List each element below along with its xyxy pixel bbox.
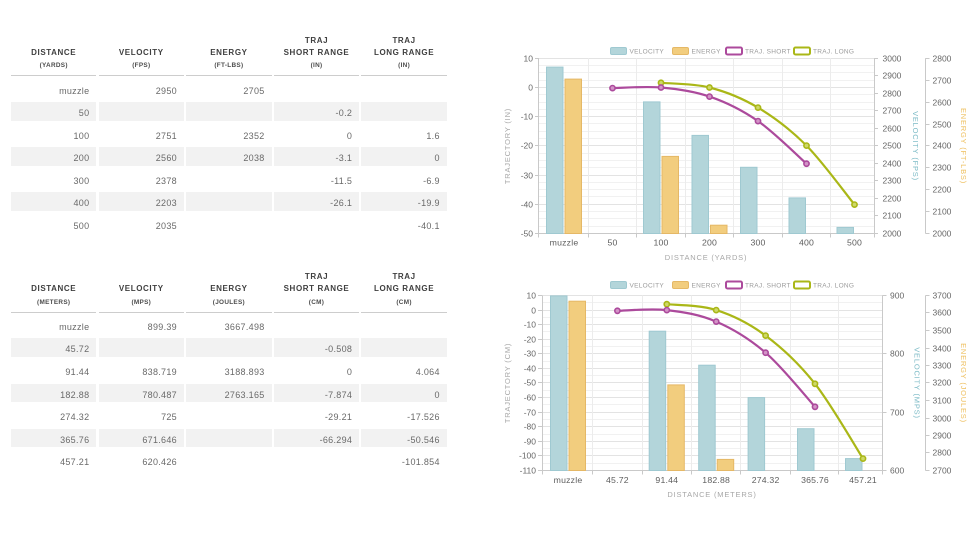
svg-text:VELOCITY (MPS): VELOCITY (MPS) (913, 347, 922, 419)
svg-text:600: 600 (890, 466, 904, 476)
svg-text:-60: -60 (524, 393, 537, 403)
svg-text:TRAJECTORY (CM): TRAJECTORY (CM) (503, 343, 512, 423)
svg-text:-20: -20 (521, 141, 534, 151)
svg-text:TRAJ. SHORT: TRAJ. SHORT (745, 283, 791, 290)
svg-text:500: 500 (847, 238, 862, 248)
svg-text:DISTANCE (YARDS): DISTANCE (YARDS) (665, 253, 748, 262)
svg-text:3300: 3300 (933, 361, 952, 371)
svg-text:TRAJ. LONG: TRAJ. LONG (813, 283, 854, 290)
svg-text:2400: 2400 (883, 159, 902, 169)
svg-text:VELOCITY: VELOCITY (630, 49, 665, 56)
svg-text:2500: 2500 (883, 141, 902, 151)
svg-text:-10: -10 (524, 320, 537, 330)
svg-text:VELOCITY: VELOCITY (630, 283, 665, 290)
svg-text:-100: -100 (519, 451, 536, 461)
svg-text:3700: 3700 (933, 291, 952, 301)
svg-text:TRAJECTORY (IN): TRAJECTORY (IN) (503, 108, 512, 184)
svg-text:3100: 3100 (933, 396, 952, 406)
svg-text:300: 300 (750, 238, 765, 248)
svg-text:2700: 2700 (883, 106, 902, 116)
svg-text:2800: 2800 (883, 89, 902, 99)
svg-text:2800: 2800 (933, 448, 952, 458)
svg-text:DISTANCE (METERS): DISTANCE (METERS) (667, 490, 756, 499)
svg-text:-50: -50 (521, 229, 534, 239)
svg-text:muzzle: muzzle (554, 475, 583, 485)
svg-text:2700: 2700 (933, 466, 952, 476)
svg-text:45.72: 45.72 (606, 475, 629, 485)
svg-text:-30: -30 (524, 349, 537, 359)
svg-text:3000: 3000 (933, 414, 952, 424)
svg-text:3600: 3600 (933, 308, 952, 318)
svg-text:-50: -50 (524, 378, 537, 388)
svg-text:457.21: 457.21 (849, 475, 877, 485)
svg-text:ENERGY (FT-LBS): ENERGY (FT-LBS) (959, 108, 968, 184)
svg-text:900: 900 (890, 291, 904, 301)
svg-text:2800: 2800 (933, 54, 952, 64)
svg-text:50: 50 (607, 238, 617, 248)
svg-text:100: 100 (653, 238, 668, 248)
svg-text:200: 200 (702, 238, 717, 248)
svg-text:ENERGY: ENERGY (692, 283, 722, 290)
svg-text:TRAJ. LONG: TRAJ. LONG (813, 49, 854, 56)
svg-text:ENERGY: ENERGY (692, 49, 722, 56)
svg-text:10: 10 (524, 54, 534, 64)
svg-text:182.88: 182.88 (702, 475, 730, 485)
svg-text:3000: 3000 (883, 54, 902, 64)
svg-text:-70: -70 (524, 408, 537, 418)
svg-text:2600: 2600 (883, 124, 902, 134)
svg-text:10: 10 (527, 291, 537, 301)
svg-text:2500: 2500 (933, 120, 952, 130)
svg-text:2000: 2000 (933, 229, 952, 239)
svg-text:-10: -10 (521, 112, 534, 122)
svg-text:0: 0 (528, 83, 533, 93)
svg-text:-30: -30 (521, 171, 534, 181)
svg-text:274.32: 274.32 (752, 475, 780, 485)
svg-text:2100: 2100 (883, 211, 902, 221)
svg-text:3400: 3400 (933, 344, 952, 354)
svg-text:ENERGY (JOULES): ENERGY (JOULES) (959, 343, 968, 423)
svg-text:365.76: 365.76 (801, 475, 829, 485)
svg-text:TRAJ. SHORT: TRAJ. SHORT (745, 49, 791, 56)
svg-text:-40: -40 (524, 364, 537, 374)
svg-text:2100: 2100 (933, 207, 952, 217)
svg-text:400: 400 (799, 238, 814, 248)
svg-text:-80: -80 (524, 422, 537, 432)
svg-text:2200: 2200 (883, 194, 902, 204)
svg-text:91.44: 91.44 (655, 475, 678, 485)
svg-text:700: 700 (890, 408, 904, 418)
svg-text:2600: 2600 (933, 98, 952, 108)
svg-text:muzzle: muzzle (550, 238, 579, 248)
svg-text:2000: 2000 (883, 229, 902, 239)
svg-text:-40: -40 (521, 200, 534, 210)
svg-text:800: 800 (890, 349, 904, 359)
svg-text:VELOCITY (FPS): VELOCITY (FPS) (911, 111, 920, 181)
svg-text:2300: 2300 (933, 163, 952, 173)
svg-text:2700: 2700 (933, 76, 952, 86)
svg-text:-90: -90 (524, 437, 537, 447)
svg-text:-110: -110 (520, 466, 537, 476)
svg-text:-20: -20 (524, 335, 537, 345)
svg-text:2400: 2400 (933, 141, 952, 151)
svg-text:2900: 2900 (883, 71, 902, 81)
svg-text:3500: 3500 (933, 326, 952, 336)
svg-text:0: 0 (531, 306, 536, 316)
svg-text:3200: 3200 (933, 378, 952, 388)
svg-text:2300: 2300 (883, 176, 902, 186)
svg-text:2900: 2900 (933, 431, 952, 441)
svg-text:2200: 2200 (933, 185, 952, 195)
